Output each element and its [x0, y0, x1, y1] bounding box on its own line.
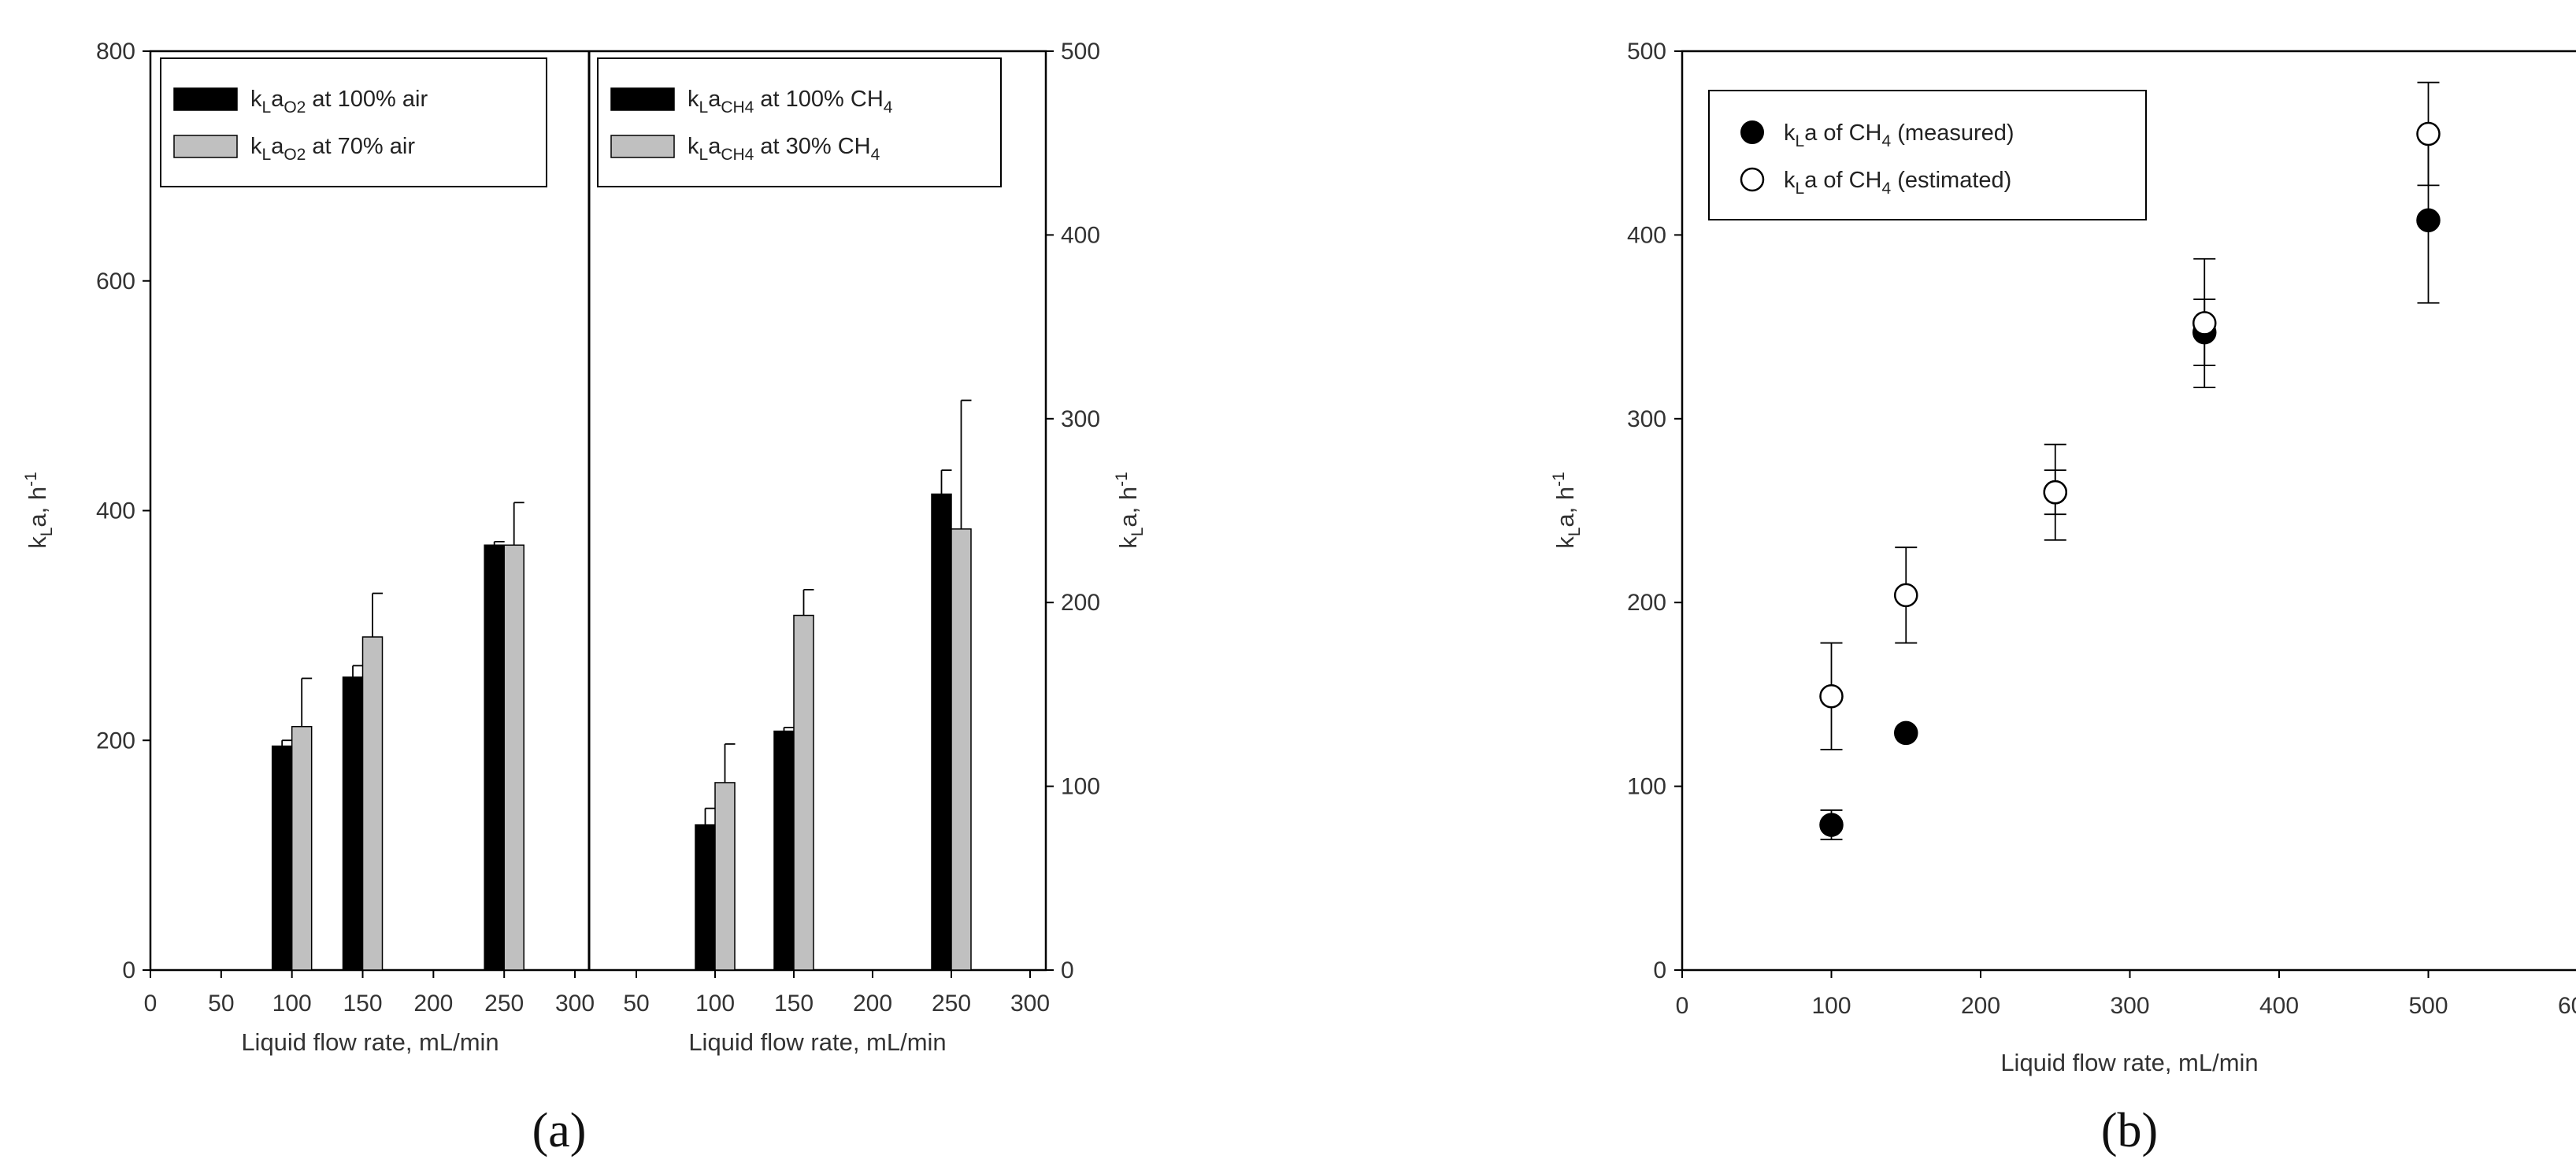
a1-errorbar-s2-250 [513, 502, 524, 546]
a2-y-label: kLa, h-1 [1113, 472, 1147, 549]
a1-legend-box [160, 57, 547, 187]
b-y-label: kLa, h-1 [1550, 472, 1584, 549]
a2-x-tick-label: 150 [774, 991, 814, 1017]
a2-legend-box [597, 57, 1002, 187]
a1-errorbar-s1-250 [493, 540, 505, 546]
b-y-tick-label: 0 [1653, 957, 1666, 983]
b-y-tick-label: 500 [1627, 39, 1666, 65]
b-x-tick-label: 600 [2558, 993, 2576, 1019]
a1-legend: kLaO2 at 100% air kLaO2 at 70% air [160, 57, 547, 187]
a1-x-label: Liquid flow rate, mL/min [241, 1028, 499, 1056]
a1-y-tick-label: 400 [96, 498, 135, 524]
a2-errorbar-s1-150 [783, 727, 795, 731]
b-y-tick-label: 400 [1627, 222, 1666, 248]
a2-errorbar-s2-100 [724, 743, 736, 783]
b-x-tick-label: 500 [2408, 993, 2448, 1019]
a2-legend-swatch-1 [610, 87, 675, 111]
a2-bar-s1-250 [931, 493, 952, 971]
a1-legend-swatch-2 [173, 135, 238, 158]
a2-legend-label-2: kLaCH4 at 30% CH4 [688, 134, 880, 164]
b-point-open-350 [2192, 311, 2217, 335]
a2-bar-s2-250 [951, 528, 972, 971]
a1-x-tick-label: 0 [144, 991, 158, 1017]
panel-a-label: (a) [532, 1104, 587, 1157]
a2-legend-swatch-2 [610, 135, 675, 158]
b-x-tick-label: 300 [2110, 993, 2149, 1019]
b-x-tick-label: 400 [2259, 993, 2299, 1019]
a2-errorbar-s1-250 [940, 469, 952, 494]
a2-legend: kLaCH4 at 100% CH4 kLaCH4 at 30% CH4 [597, 57, 1002, 187]
a1-x-tick-label: 300 [555, 991, 595, 1017]
b-legend-marker-filled [1740, 120, 1764, 144]
a2-y-tick-label: 0 [1061, 957, 1074, 983]
a1-errorbar-s2-100 [301, 677, 313, 727]
a2-errorbar-s2-250 [960, 399, 972, 529]
a2-y-tick-label: 500 [1061, 39, 1100, 65]
b-point-filled-500 [2416, 208, 2441, 232]
a1-legend-label-1: kLaO2 at 100% air [250, 87, 428, 117]
a1-legend-swatch-1 [173, 87, 238, 111]
a1-x-tick-label: 250 [484, 991, 524, 1017]
a1-y-tick-label: 200 [96, 728, 135, 754]
a1-x-tick-label: 50 [208, 991, 234, 1017]
a2-x-tick-label: 300 [1010, 991, 1050, 1017]
a1-legend-label-2: kLaO2 at 70% air [250, 134, 415, 164]
a2-errorbar-s2-150 [802, 588, 814, 616]
b-point-open-100 [1819, 683, 1844, 709]
a1-y-label: kLa, h-1 [22, 472, 56, 549]
b-y-tick-label: 300 [1627, 406, 1666, 432]
a2-y-tick-label: 400 [1061, 222, 1100, 248]
a1-x-tick-label: 100 [272, 991, 312, 1017]
a1-x-tick-label: 150 [343, 991, 382, 1017]
panel-b: 0 100 200 300 400 500 0 100 200 300 400 500 600 kLa,… [1550, 39, 2576, 1157]
panel-a: 0 200 400 600 800 0 50 100 150 200 250 300 0 100 200 3… [22, 39, 1147, 1157]
a1-bar-s1-100 [271, 745, 293, 971]
a2-bar-s1-100 [695, 824, 716, 971]
a1-x-tick-label: 200 [413, 991, 453, 1017]
a1-bar-s1-150 [342, 676, 364, 971]
a2-x-tick-label: 250 [932, 991, 971, 1017]
a2-bar-s1-150 [773, 730, 795, 971]
a2-y-tick-label: 200 [1061, 590, 1100, 616]
a1-bar-s2-250 [503, 544, 524, 971]
b-y-tick-label: 100 [1627, 774, 1666, 800]
a2-x-label: Liquid flow rate, mL/min [688, 1028, 946, 1056]
b-x-tick-label: 100 [1811, 993, 1851, 1019]
b-point-open-150 [1894, 583, 1918, 608]
b-legend: kLa of CH4 (measured) kLa of CH4 (estima… [1708, 90, 2147, 220]
a1-bar-s2-100 [291, 725, 313, 971]
b-legend-label-1: kLa of CH4 (measured) [1784, 120, 2014, 150]
a1-errorbar-s2-150 [372, 592, 384, 637]
a1-bar-s2-150 [361, 636, 384, 971]
b-y-tick-label: 200 [1627, 590, 1666, 616]
b-x-tick-label: 200 [1961, 993, 2000, 1019]
a1-bar-s1-250 [484, 544, 505, 971]
b-x-label: Liquid flow rate, mL/min [2000, 1049, 2258, 1076]
a1-errorbar-s1-100 [281, 739, 293, 746]
b-legend-marker-open [1740, 167, 1765, 192]
b-point-open-250 [2043, 480, 2067, 505]
b-legend-box [1708, 90, 2147, 220]
a1-y-tick-label: 0 [122, 957, 135, 983]
a1-errorbar-s1-150 [352, 665, 364, 678]
a2-x-tick-label: 200 [853, 991, 892, 1017]
a2-errorbar-s1-100 [704, 807, 716, 825]
b-x-tick-label: 0 [1676, 993, 1689, 1019]
panel-b-label: (b) [2101, 1104, 2158, 1157]
a2-y-tick-label: 300 [1061, 406, 1100, 432]
a2-legend-label-1: kLaCH4 at 100% CH4 [688, 87, 893, 117]
a2-bar-s2-100 [714, 782, 736, 971]
a1-y-tick-label: 600 [96, 269, 135, 294]
b-point-filled-100 [1819, 813, 1844, 837]
a2-x-tick-label: 100 [695, 991, 735, 1017]
a2-bar-s2-150 [793, 614, 814, 971]
b-legend-label-2: kLa of CH4 (estimated) [1784, 168, 2011, 198]
a2-x-tick-label: 50 [623, 991, 649, 1017]
b-point-open-500 [2416, 121, 2441, 146]
a2-y-tick-label: 100 [1061, 774, 1100, 800]
b-point-filled-150 [1894, 720, 1918, 746]
a1-y-tick-label: 800 [96, 39, 135, 65]
